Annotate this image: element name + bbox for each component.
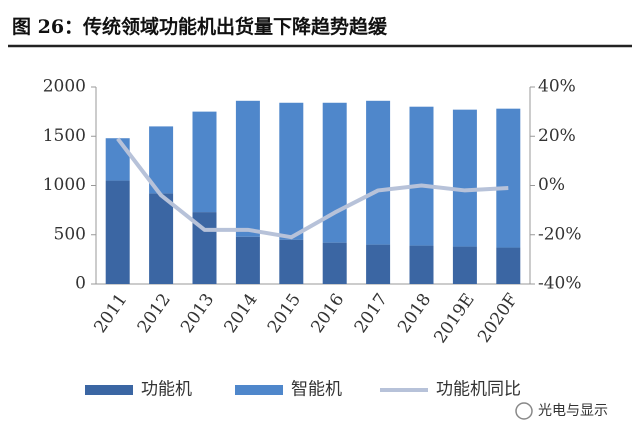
y-tick-label: 2000 [43, 77, 86, 97]
y-tick-label: 1000 [43, 175, 86, 195]
legend-swatch [85, 385, 133, 395]
y-tick-label: 1500 [43, 126, 86, 146]
bar [149, 193, 174, 284]
chart-title: 图 26：传统领域功能机出货量下降趋势趋缓 [12, 15, 388, 38]
bar [105, 138, 130, 181]
y2-tick-label: 20% [538, 126, 576, 146]
bar [235, 236, 260, 284]
bar [322, 242, 347, 284]
y2-tick-label: -20% [538, 224, 582, 244]
legend-label: 功能机同比 [436, 380, 521, 400]
bar [235, 100, 260, 237]
bar [496, 247, 521, 284]
bar [366, 100, 391, 245]
legend-label: 智能机 [291, 380, 342, 400]
line [116, 137, 509, 240]
bar [496, 108, 521, 248]
bar [279, 239, 304, 284]
y-tick-label: 500 [54, 224, 86, 244]
bar [322, 102, 347, 243]
y2-tick-label: 0% [538, 175, 565, 195]
bar [279, 102, 304, 240]
bar [452, 246, 477, 284]
legend-label: 功能机 [141, 380, 192, 400]
bar [409, 245, 434, 284]
y2-tick-label: -40% [538, 274, 582, 294]
watermark-icon [515, 402, 533, 420]
y-tick-label: 0 [75, 274, 86, 294]
watermark: 光电与显示 [538, 403, 608, 419]
bar [366, 244, 391, 284]
legend-swatch [235, 385, 283, 395]
bar [192, 111, 217, 213]
bar [452, 109, 477, 247]
bar [409, 106, 434, 246]
bar [105, 180, 130, 284]
y2-tick-label: 40% [538, 77, 576, 97]
